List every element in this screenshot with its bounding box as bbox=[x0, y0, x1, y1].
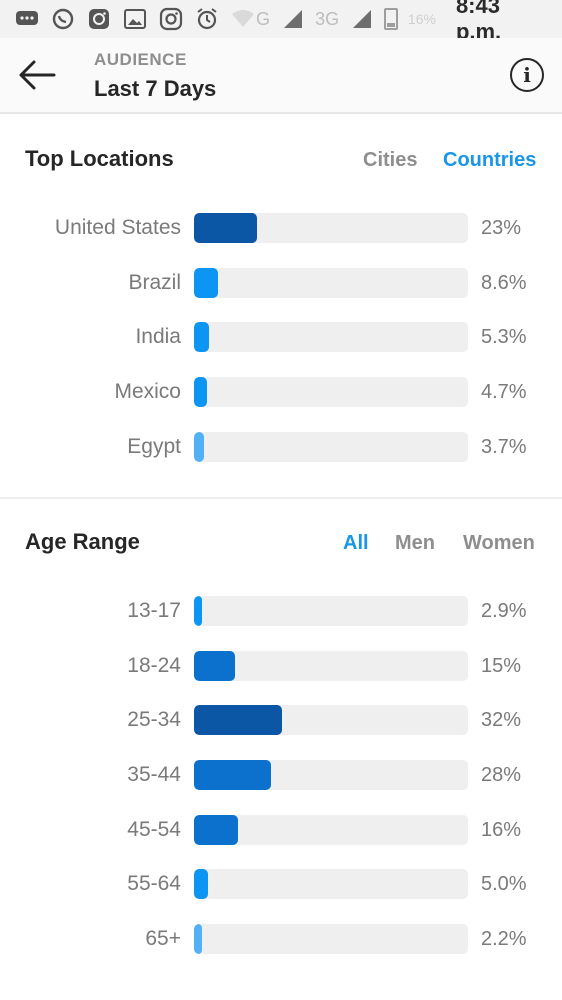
filter-all[interactable]: All bbox=[343, 532, 369, 554]
info-icon: i bbox=[523, 63, 531, 87]
age-value: 15% bbox=[481, 655, 522, 677]
age-value: 2.2% bbox=[481, 928, 527, 950]
age-row: 65+ 2.2% bbox=[0, 924, 562, 954]
bar-fill bbox=[194, 432, 204, 462]
age-label: 45-54 bbox=[127, 818, 181, 841]
age-label: 35-44 bbox=[127, 763, 181, 786]
bar-fill bbox=[194, 213, 257, 243]
whatsapp-icon bbox=[50, 6, 76, 32]
bar-track bbox=[194, 651, 468, 681]
signal-icon bbox=[349, 6, 374, 32]
bar-track bbox=[194, 869, 468, 899]
bar-track bbox=[194, 705, 468, 735]
age-value: 28% bbox=[481, 764, 522, 786]
location-value: 4.7% bbox=[481, 381, 527, 403]
page-title: Last 7 Days bbox=[94, 76, 217, 101]
bar-track bbox=[194, 924, 468, 954]
bar-fill bbox=[194, 322, 209, 352]
section-divider bbox=[0, 497, 562, 499]
age-value: 2.9% bbox=[481, 600, 527, 622]
age-label: 55-64 bbox=[127, 872, 181, 895]
bar-track bbox=[194, 596, 468, 626]
location-value: 8.6% bbox=[481, 272, 527, 294]
back-button[interactable] bbox=[16, 54, 58, 96]
bar-fill bbox=[194, 760, 271, 790]
bar-track bbox=[194, 760, 468, 790]
filter-countries[interactable]: Countries bbox=[443, 149, 537, 171]
age-label: 13-17 bbox=[127, 599, 181, 622]
bar-track bbox=[194, 377, 468, 407]
age-value: 32% bbox=[481, 709, 522, 731]
bar-fill bbox=[194, 651, 235, 681]
age-label: 25-34 bbox=[127, 708, 181, 731]
battery-icon bbox=[384, 8, 398, 30]
instagram-icon bbox=[86, 6, 112, 32]
age-value: 16% bbox=[481, 819, 522, 841]
chat-icon bbox=[14, 6, 40, 32]
location-label: India bbox=[135, 325, 181, 348]
location-row: Egypt 3.7% bbox=[0, 432, 562, 462]
age-label: 18-24 bbox=[127, 654, 181, 677]
bar-fill bbox=[194, 596, 202, 626]
age-row: 13-17 2.9% bbox=[0, 596, 562, 626]
location-label: United States bbox=[54, 216, 181, 239]
age-range-title: Age Range bbox=[25, 529, 140, 554]
age-row: 45-54 16% bbox=[0, 815, 562, 845]
location-label: Mexico bbox=[114, 380, 181, 403]
notification-icons bbox=[14, 6, 256, 32]
page-subtitle: AUDIENCE bbox=[94, 50, 187, 69]
bar-track bbox=[194, 815, 468, 845]
signal-icon bbox=[280, 6, 305, 32]
filter-men[interactable]: Men bbox=[395, 532, 435, 554]
instagram-icon bbox=[158, 6, 184, 32]
status-bar: G 3G 16% 8:43 p.m. bbox=[0, 0, 562, 44]
filter-women[interactable]: Women bbox=[463, 532, 535, 554]
bar-track bbox=[194, 268, 468, 298]
bar-fill bbox=[194, 268, 218, 298]
bar-track bbox=[194, 213, 468, 243]
bar-fill bbox=[194, 705, 282, 735]
location-row: India 5.3% bbox=[0, 322, 562, 352]
bar-fill bbox=[194, 869, 208, 899]
age-row: 55-64 5.0% bbox=[0, 869, 562, 899]
location-row: Brazil 8.6% bbox=[0, 268, 562, 298]
location-label: Brazil bbox=[128, 271, 181, 294]
bar-fill bbox=[194, 815, 238, 845]
network-type-label: G bbox=[256, 8, 271, 29]
location-value: 23% bbox=[481, 217, 522, 239]
location-row: Mexico 4.7% bbox=[0, 377, 562, 407]
location-row: United States 23% bbox=[0, 213, 562, 243]
arrow-left-icon bbox=[19, 60, 56, 90]
app-header: AUDIENCE Last 7 Days i bbox=[0, 38, 562, 114]
location-label: Egypt bbox=[127, 435, 181, 458]
gallery-icon bbox=[122, 6, 148, 32]
location-value: 5.3% bbox=[481, 326, 527, 348]
age-value: 5.0% bbox=[481, 873, 527, 895]
alarm-icon bbox=[194, 6, 220, 32]
location-value: 3.7% bbox=[481, 436, 527, 458]
network-type-label: 3G bbox=[315, 8, 340, 29]
age-row: 25-34 32% bbox=[0, 705, 562, 735]
wifi-icon bbox=[230, 6, 256, 32]
filter-cities[interactable]: Cities bbox=[363, 149, 418, 171]
bar-track bbox=[194, 432, 468, 462]
battery-percentage: 16% bbox=[407, 11, 436, 27]
age-row: 35-44 28% bbox=[0, 760, 562, 790]
bar-fill bbox=[194, 924, 202, 954]
age-row: 18-24 15% bbox=[0, 651, 562, 681]
info-button[interactable]: i bbox=[510, 58, 544, 92]
bar-track bbox=[194, 322, 468, 352]
top-locations-title: Top Locations bbox=[25, 146, 174, 171]
age-label: 65+ bbox=[145, 927, 181, 950]
bar-fill bbox=[194, 377, 207, 407]
